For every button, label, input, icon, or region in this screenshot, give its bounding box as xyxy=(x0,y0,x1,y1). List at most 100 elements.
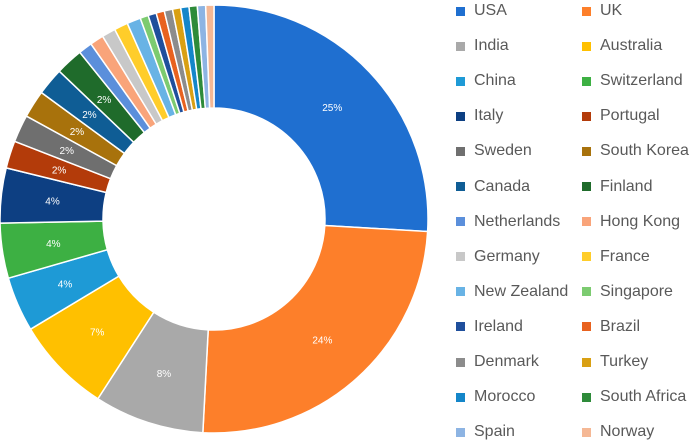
legend-item-singapore: Singapore xyxy=(582,283,692,301)
legend-swatch xyxy=(456,146,465,156)
legend-swatch xyxy=(456,111,465,121)
legend-label: Canada xyxy=(474,177,531,195)
legend-swatch xyxy=(582,252,591,262)
legend-swatch xyxy=(456,287,465,297)
legend-label: Norway xyxy=(600,423,655,441)
legend-item-south-korea: South Korea xyxy=(582,142,692,160)
legend-label: Morocco xyxy=(474,388,536,406)
donut-chart: 25%24%8%7%4%4%4%2%2%2%2%2% xyxy=(0,4,429,434)
legend-row: China Switzerland xyxy=(456,71,692,91)
data-label-italy: 4% xyxy=(45,197,60,208)
legend-row: Sweden South Korea xyxy=(456,141,692,161)
legend-label: New Zealand xyxy=(474,282,569,300)
legend-swatch xyxy=(582,41,591,51)
legend-label: Singapore xyxy=(600,282,673,300)
data-label-portugal: 2% xyxy=(52,165,67,176)
legend-label: Netherlands xyxy=(474,212,561,230)
legend-label: Spain xyxy=(474,423,515,441)
legend-swatch xyxy=(582,392,591,402)
data-label-sweden: 2% xyxy=(60,146,75,157)
legend-row: Denmark Turkey xyxy=(456,352,692,372)
legend-item-australia: Australia xyxy=(582,37,692,55)
legend-swatch xyxy=(582,217,591,227)
legend-swatch xyxy=(456,252,465,262)
legend-item-denmark: Denmark xyxy=(456,353,582,371)
data-label-india: 8% xyxy=(157,369,172,380)
legend-item-sweden: Sweden xyxy=(456,142,582,160)
legend-row: Germany France xyxy=(456,247,692,267)
legend-row: Morocco South Africa xyxy=(456,387,692,407)
data-label-uk: 24% xyxy=(312,336,332,347)
legend-row: India Australia xyxy=(456,36,692,56)
legend-swatch xyxy=(582,427,591,437)
legend-label: Brazil xyxy=(600,317,641,335)
legend-row: Italy Portugal xyxy=(456,106,692,126)
legend-item-south-africa: South Africa xyxy=(582,388,692,406)
slice-usa xyxy=(213,4,429,233)
legend-item-switzerland: Switzerland xyxy=(582,72,692,90)
legend-item-turkey: Turkey xyxy=(582,353,692,371)
legend-item-brazil: Brazil xyxy=(582,318,692,336)
legend-label: China xyxy=(474,72,516,90)
legend-swatch xyxy=(582,76,591,86)
legend-swatch xyxy=(582,322,591,332)
legend-swatch xyxy=(456,182,465,191)
legend-swatch xyxy=(582,357,591,367)
data-label-switzerland: 4% xyxy=(46,239,61,250)
legend-item-portugal: Portugal xyxy=(582,107,692,125)
legend-label: Italy xyxy=(474,107,504,125)
data-label-china: 4% xyxy=(58,279,73,290)
legend-item-finland: Finland xyxy=(582,178,692,196)
legend-item-morocco: Morocco xyxy=(456,388,582,406)
legend-item-germany: Germany xyxy=(456,248,582,266)
legend-row: USA UK xyxy=(456,1,692,21)
legend-swatch xyxy=(582,182,591,191)
legend-swatch xyxy=(582,146,591,156)
legend-swatch xyxy=(456,6,465,16)
legend-label: France xyxy=(600,247,650,265)
legend-label: Portugal xyxy=(600,107,660,125)
data-label-finland: 2% xyxy=(97,95,112,106)
legend-label: Hong Kong xyxy=(600,212,681,230)
legend-swatch xyxy=(456,427,465,437)
legend-row: Ireland Brazil xyxy=(456,317,692,337)
legend-swatch xyxy=(582,6,591,16)
legend-item-uk: UK xyxy=(582,2,692,20)
legend-swatch xyxy=(582,111,591,121)
legend-item-india: India xyxy=(456,37,582,55)
legend-row: New Zealand Singapore xyxy=(456,282,692,302)
legend-label: Finland xyxy=(600,177,653,195)
legend-item-ireland: Ireland xyxy=(456,318,582,336)
legend-label: Denmark xyxy=(474,353,539,370)
legend-label: South Korea xyxy=(600,142,689,160)
legend-swatch xyxy=(456,217,465,227)
legend-item-france: France xyxy=(582,248,692,266)
legend-item-spain: Spain xyxy=(456,423,582,441)
legend-swatch xyxy=(456,392,465,402)
legend-item-usa: USA xyxy=(456,2,582,20)
legend-row: Spain Norway xyxy=(456,422,692,442)
legend-item-hong-kong: Hong Kong xyxy=(582,213,692,231)
legend-label: Switzerland xyxy=(600,72,683,90)
legend-label: South Africa xyxy=(600,388,687,406)
data-label-south-korea: 2% xyxy=(70,127,85,138)
legend-swatch xyxy=(456,41,465,51)
legend-label: Sweden xyxy=(474,142,532,160)
legend-row: Netherlands Hong Kong xyxy=(456,212,692,232)
legend-item-italy: Italy xyxy=(456,107,582,125)
legend-label: Ireland xyxy=(474,317,523,335)
legend-swatch xyxy=(456,357,465,367)
data-label-australia: 7% xyxy=(90,328,105,339)
legend-swatch xyxy=(456,322,465,332)
legend-label: Australia xyxy=(600,37,663,55)
legend-item-netherlands: Netherlands xyxy=(456,213,582,231)
legend-swatch xyxy=(582,287,591,297)
data-label-usa: 25% xyxy=(322,103,342,114)
legend-item-norway: Norway xyxy=(582,423,692,441)
legend-label: India xyxy=(474,37,509,55)
legend-label: Germany xyxy=(474,247,540,265)
legend-item-new-zealand: New Zealand xyxy=(456,283,582,301)
slice-norway xyxy=(204,4,215,109)
legend-label: Turkey xyxy=(600,353,649,370)
legend-row: Canada Finland xyxy=(456,177,692,197)
